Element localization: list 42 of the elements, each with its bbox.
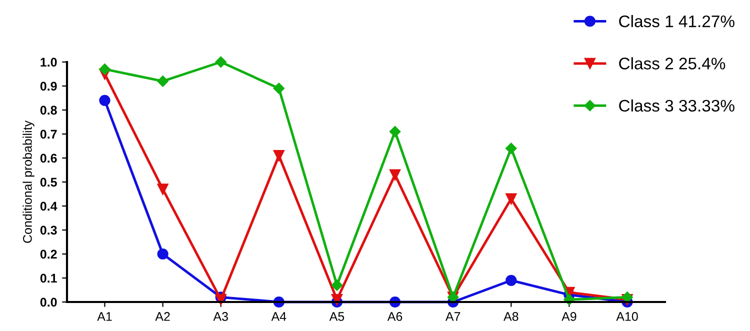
x-tick-label: A3: [213, 312, 228, 321]
x-tick-label: A6: [387, 312, 402, 321]
point: [157, 76, 168, 87]
x-tick-label: A2: [155, 312, 170, 321]
point: [506, 274, 517, 286]
point: [506, 193, 517, 204]
point: [215, 56, 226, 68]
point: [273, 82, 285, 94]
y-tick-label: 0.1: [40, 274, 57, 283]
point: [157, 248, 168, 260]
point: [331, 280, 343, 291]
point: [157, 184, 168, 195]
y-tick-label: 0.8: [40, 106, 57, 115]
point: [506, 142, 517, 154]
point: [99, 64, 110, 75]
legend-label: Class 2 25.4%: [619, 57, 726, 70]
point: [389, 126, 401, 138]
point: [215, 294, 226, 306]
y-tick-label: 0.3: [40, 226, 57, 235]
y-tick-label: 0.0: [40, 298, 57, 307]
point: [331, 294, 343, 306]
y-tick-label: 0.6: [40, 154, 57, 163]
x-tick-label: A10: [616, 312, 638, 321]
y-tick-label: 0.2: [40, 250, 57, 259]
x-tick-label: A8: [504, 312, 518, 321]
x-tick-label: A7: [445, 312, 460, 321]
point: [622, 292, 633, 303]
x-tick-label: A9: [562, 312, 576, 321]
point: [99, 94, 110, 106]
point: [389, 169, 401, 180]
y-axis-title: Conditional probability: [22, 120, 34, 243]
x-tick-label: A5: [329, 312, 344, 321]
y-tick-label: 0.4: [40, 202, 58, 211]
x-tick-label: A1: [97, 312, 112, 321]
y-tick-label: 0.9: [40, 82, 57, 91]
y-tick-label: 0.7: [40, 130, 57, 139]
legend-label: Class 1 41.27%: [619, 15, 734, 28]
x-tick-label: A4: [271, 312, 286, 321]
point: [273, 150, 284, 162]
y-tick-label: 1.0: [40, 58, 57, 67]
legend-label: Class 3 33.33%: [619, 99, 734, 112]
y-tick-label: 0.5: [40, 178, 57, 187]
